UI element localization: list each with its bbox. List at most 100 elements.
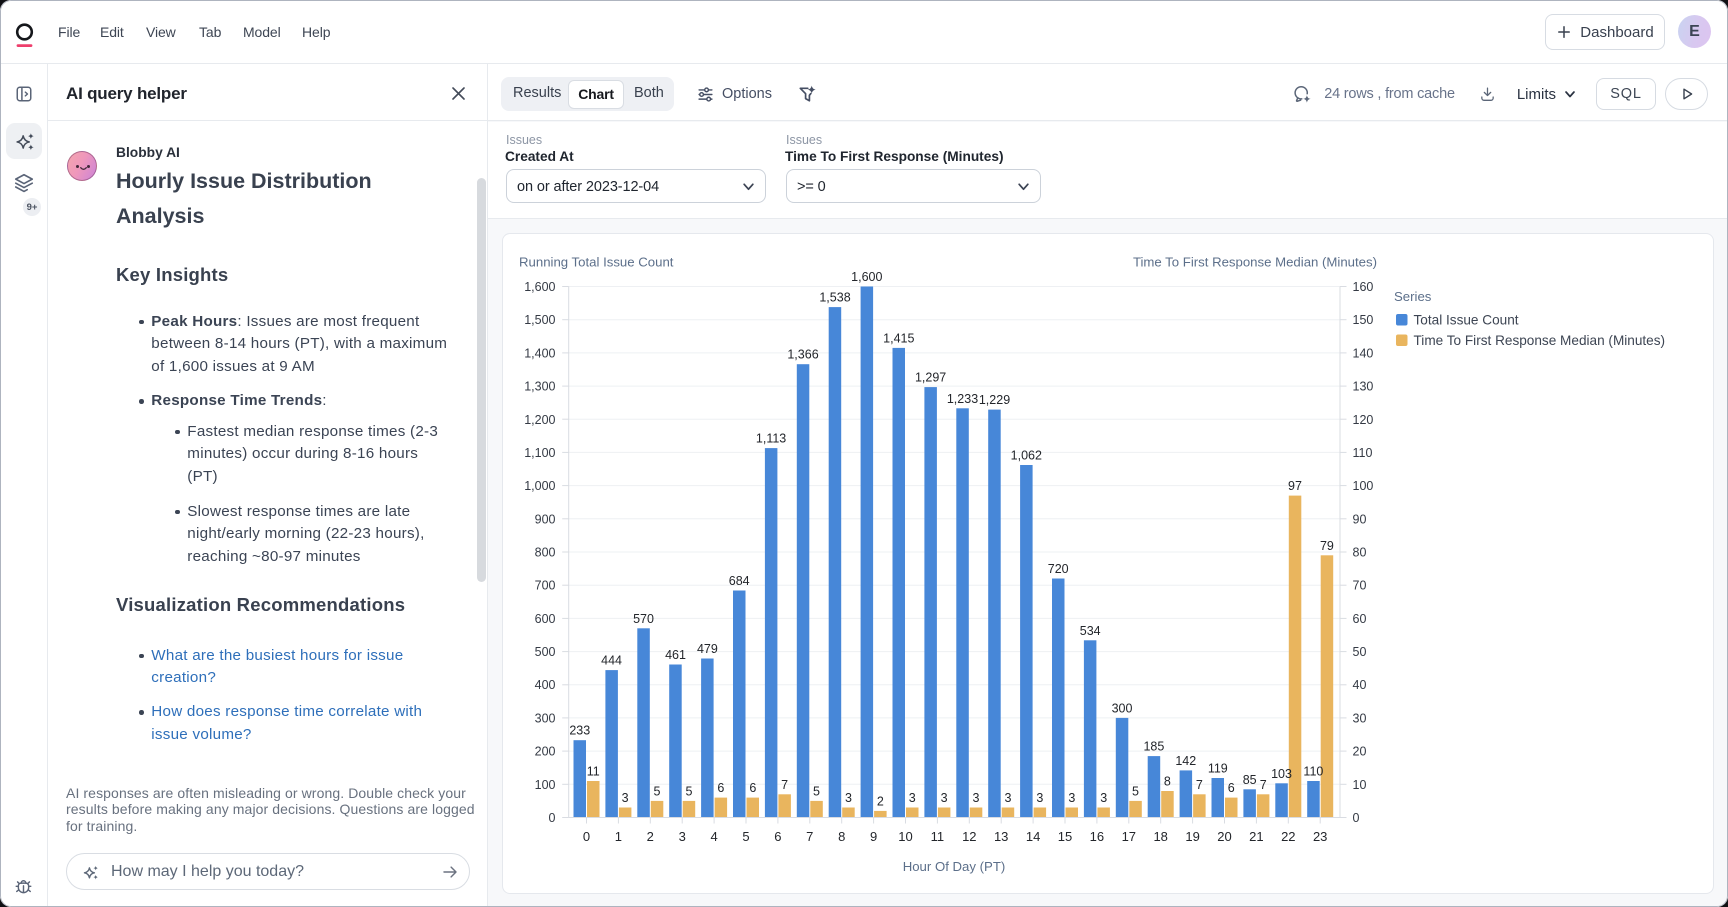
svg-text:185: 185 xyxy=(1143,740,1164,754)
svg-text:1: 1 xyxy=(615,829,622,844)
svg-text:700: 700 xyxy=(535,579,556,593)
svg-text:1,100: 1,100 xyxy=(524,446,555,460)
svg-text:18: 18 xyxy=(1153,829,1167,844)
svg-text:13: 13 xyxy=(994,829,1008,844)
svg-text:119: 119 xyxy=(1208,762,1228,776)
svg-text:3: 3 xyxy=(1005,791,1012,805)
svg-text:110: 110 xyxy=(1353,446,1373,460)
svg-text:0: 0 xyxy=(1353,811,1360,825)
svg-text:3: 3 xyxy=(941,791,948,805)
svg-text:5: 5 xyxy=(742,829,749,844)
svg-text:40: 40 xyxy=(1353,678,1367,692)
svg-text:461: 461 xyxy=(665,648,686,662)
svg-text:100: 100 xyxy=(1353,479,1374,493)
svg-text:21: 21 xyxy=(1249,829,1263,844)
svg-text:3: 3 xyxy=(909,791,916,805)
svg-text:7: 7 xyxy=(1196,778,1203,792)
svg-text:50: 50 xyxy=(1353,645,1367,659)
svg-text:1,415: 1,415 xyxy=(883,331,914,345)
svg-text:Time To First Response Median: Time To First Response Median (Minutes) xyxy=(1133,255,1377,270)
svg-text:7: 7 xyxy=(1260,778,1267,792)
svg-text:1,500: 1,500 xyxy=(524,313,555,327)
svg-text:6: 6 xyxy=(749,781,756,795)
svg-text:23: 23 xyxy=(1313,829,1327,844)
svg-text:16: 16 xyxy=(1090,829,1104,844)
svg-text:10: 10 xyxy=(1353,778,1367,792)
svg-text:6: 6 xyxy=(1228,781,1235,795)
svg-text:142: 142 xyxy=(1175,754,1196,768)
svg-text:11: 11 xyxy=(931,829,945,844)
svg-text:1,200: 1,200 xyxy=(524,413,555,427)
svg-text:3: 3 xyxy=(973,791,980,805)
svg-text:570: 570 xyxy=(633,612,654,626)
svg-text:8: 8 xyxy=(838,829,845,844)
svg-text:140: 140 xyxy=(1353,346,1374,360)
svg-text:11: 11 xyxy=(587,765,600,779)
svg-text:479: 479 xyxy=(697,642,718,656)
svg-text:20: 20 xyxy=(1353,745,1367,759)
svg-text:1,062: 1,062 xyxy=(1011,449,1042,463)
svg-text:100: 100 xyxy=(535,778,556,792)
svg-text:5: 5 xyxy=(1132,784,1139,798)
svg-text:3: 3 xyxy=(1068,791,1075,805)
svg-text:1,297: 1,297 xyxy=(915,371,946,385)
svg-text:5: 5 xyxy=(813,784,820,798)
svg-text:200: 200 xyxy=(535,745,556,759)
svg-text:3: 3 xyxy=(679,829,686,844)
svg-text:300: 300 xyxy=(1112,701,1133,715)
svg-text:5: 5 xyxy=(686,784,693,798)
svg-text:22: 22 xyxy=(1281,829,1295,844)
svg-text:15: 15 xyxy=(1058,829,1072,844)
svg-text:534: 534 xyxy=(1080,624,1101,638)
svg-text:Hour Of Day (PT): Hour Of Day (PT) xyxy=(903,859,1006,874)
svg-text:103: 103 xyxy=(1271,767,1292,781)
svg-text:110: 110 xyxy=(1303,765,1323,779)
svg-text:500: 500 xyxy=(535,645,556,659)
svg-text:6: 6 xyxy=(717,781,724,795)
svg-text:600: 600 xyxy=(535,612,556,626)
svg-text:80: 80 xyxy=(1353,546,1367,560)
svg-text:85: 85 xyxy=(1243,773,1257,787)
svg-text:400: 400 xyxy=(535,678,556,692)
svg-text:4: 4 xyxy=(710,829,717,844)
svg-text:70: 70 xyxy=(1353,579,1367,593)
svg-text:444: 444 xyxy=(601,654,622,668)
svg-text:20: 20 xyxy=(1217,829,1231,844)
svg-text:1,400: 1,400 xyxy=(524,346,555,360)
svg-text:97: 97 xyxy=(1288,479,1302,493)
svg-text:2: 2 xyxy=(877,794,884,808)
svg-text:120: 120 xyxy=(1353,413,1374,427)
svg-text:Series: Series xyxy=(1394,289,1432,304)
svg-text:7: 7 xyxy=(806,829,813,844)
svg-text:720: 720 xyxy=(1048,562,1069,576)
svg-text:3: 3 xyxy=(1100,791,1107,805)
svg-text:8: 8 xyxy=(1164,775,1171,789)
svg-text:3: 3 xyxy=(1036,791,1043,805)
svg-text:1,600: 1,600 xyxy=(851,270,882,284)
svg-text:1,229: 1,229 xyxy=(979,393,1010,407)
svg-text:14: 14 xyxy=(1026,829,1040,844)
svg-text:1,113: 1,113 xyxy=(756,432,786,446)
svg-text:3: 3 xyxy=(845,791,852,805)
svg-text:1,000: 1,000 xyxy=(524,479,555,493)
svg-text:3: 3 xyxy=(622,791,629,805)
svg-text:12: 12 xyxy=(962,829,976,844)
svg-text:2: 2 xyxy=(647,829,654,844)
svg-text:6: 6 xyxy=(774,829,781,844)
svg-text:19: 19 xyxy=(1185,829,1199,844)
svg-text:90: 90 xyxy=(1353,512,1367,526)
svg-text:79: 79 xyxy=(1320,539,1334,553)
svg-text:1,538: 1,538 xyxy=(819,291,850,305)
svg-text:1,366: 1,366 xyxy=(787,348,818,362)
svg-text:9: 9 xyxy=(870,829,877,844)
svg-text:1,600: 1,600 xyxy=(524,280,555,294)
svg-text:900: 900 xyxy=(535,512,556,526)
svg-text:160: 160 xyxy=(1353,280,1374,294)
svg-text:Total Issue Count: Total Issue Count xyxy=(1414,313,1519,328)
svg-text:130: 130 xyxy=(1353,380,1374,394)
svg-text:17: 17 xyxy=(1122,829,1136,844)
svg-text:1,300: 1,300 xyxy=(524,380,555,394)
svg-text:30: 30 xyxy=(1353,711,1367,725)
svg-text:7: 7 xyxy=(781,778,788,792)
svg-text:0: 0 xyxy=(583,829,590,844)
